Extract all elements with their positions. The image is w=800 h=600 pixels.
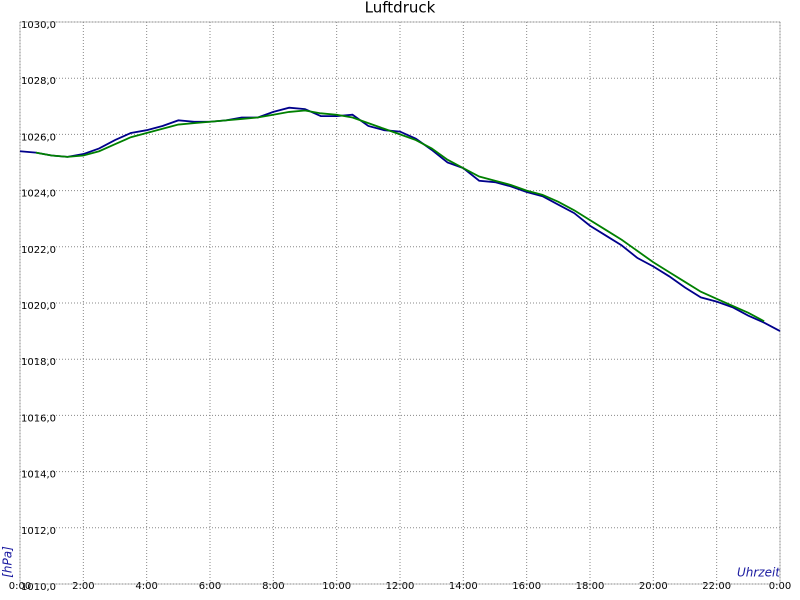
x-tick-label: 14:00 <box>449 581 478 592</box>
y-tick-label: 1018,0 <box>21 357 56 368</box>
y-tick-label: 1012,0 <box>21 526 56 537</box>
x-tick-label: 6:00 <box>199 581 221 592</box>
x-tick-label: 16:00 <box>512 581 541 592</box>
line-series <box>35 109 765 323</box>
chart-title: Luftdruck <box>365 0 436 17</box>
y-tick-label: 1028,0 <box>21 76 56 87</box>
y-tick-label: 1022,0 <box>21 245 56 256</box>
plot-frame <box>19 21 781 585</box>
x-tick-label: 8:00 <box>262 581 284 592</box>
y-axis-label: [hPa] <box>1 546 15 578</box>
x-tick-label: 22:00 <box>702 581 731 592</box>
y-tick-label: 1020,0 <box>21 301 56 312</box>
x-tick-label: 0:00 <box>9 581 31 592</box>
line-series <box>19 106 781 332</box>
y-tick-label: 1010,0 <box>21 582 56 593</box>
y-tick-label: 1014,0 <box>21 470 56 481</box>
x-tick-label: 2:00 <box>72 581 94 592</box>
y-tick-label: 1026,0 <box>21 132 56 143</box>
x-axis-label: Uhrzeit <box>737 566 781 580</box>
y-tick-label: 1030,0 <box>21 20 56 31</box>
y-tick-label: 1016,0 <box>21 413 56 424</box>
y-tick-label: 1024,0 <box>21 189 56 200</box>
x-tick-label: 12:00 <box>386 581 415 592</box>
x-tick-label: 20:00 <box>639 581 668 592</box>
x-tick-label: 4:00 <box>135 581 157 592</box>
x-tick-label: 10:00 <box>322 581 351 592</box>
x-tick-label: 18:00 <box>576 581 605 592</box>
x-tick-label: 0:00 <box>769 581 791 592</box>
